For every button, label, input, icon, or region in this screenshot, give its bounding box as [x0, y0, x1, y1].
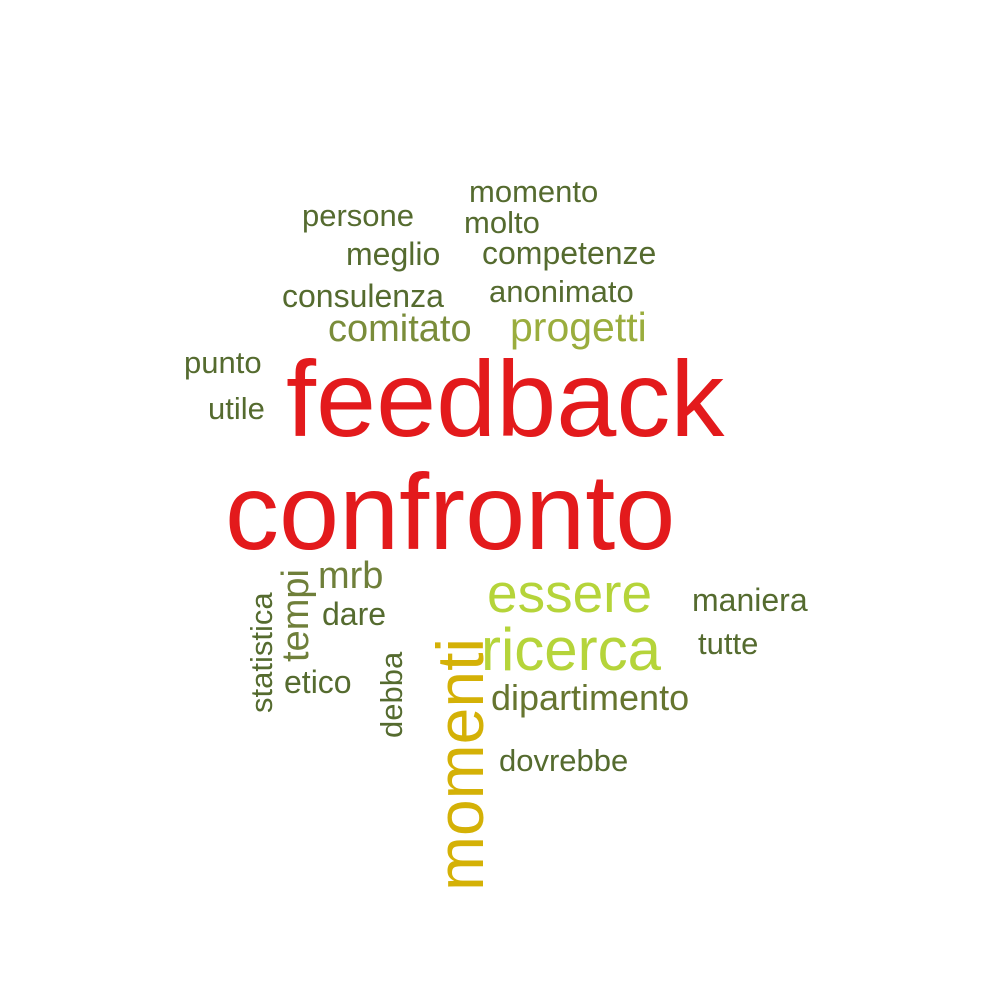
word-statistica: statistica: [244, 592, 279, 713]
word-tempi: tempi: [275, 569, 317, 662]
word-mrb: mrb: [318, 555, 384, 597]
word-tutte: tutte: [698, 626, 759, 661]
word-dare: dare: [322, 596, 387, 632]
word-progetti: progetti: [510, 304, 647, 350]
word-essere: essere: [487, 562, 653, 624]
word-competenze: competenze: [482, 235, 657, 271]
word-etico: etico: [284, 664, 352, 700]
word-molto: molto: [464, 205, 540, 240]
word-utile: utile: [208, 391, 265, 426]
word-maniera: maniera: [692, 582, 808, 618]
word-anonimato: anonimato: [489, 274, 634, 309]
word-feedback: feedback: [286, 338, 725, 459]
word-comitato: comitato: [328, 308, 472, 350]
word-persone: persone: [302, 198, 415, 233]
word-debba: debba: [374, 651, 409, 738]
word-confronto: confronto: [225, 451, 676, 572]
word-ricerca: ricerca: [481, 616, 662, 683]
word-meglio: meglio: [346, 236, 441, 272]
word-dovrebbe: dovrebbe: [499, 743, 629, 778]
word-momento: momento: [469, 174, 599, 209]
word-consulenza: consulenza: [282, 278, 444, 314]
word-punto: punto: [184, 345, 262, 380]
word-dipartimento: dipartimento: [491, 677, 690, 718]
